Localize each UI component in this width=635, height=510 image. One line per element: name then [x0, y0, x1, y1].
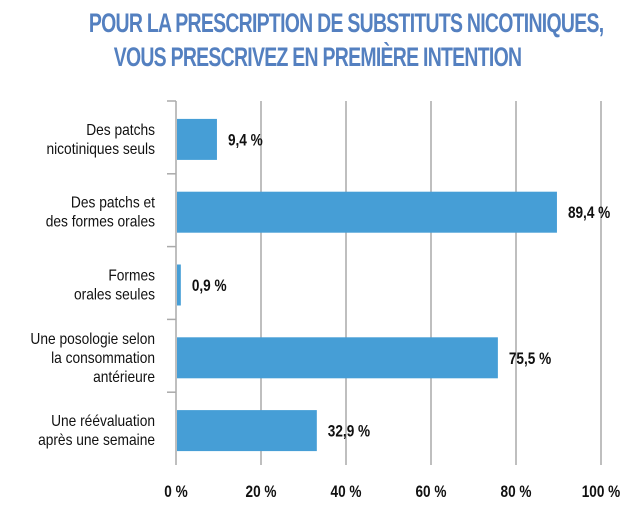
data-label: 32,9 %	[328, 422, 371, 441]
x-tick-label: 40 %	[331, 483, 362, 502]
category-label: Une réévaluation	[51, 412, 155, 430]
bar	[177, 337, 498, 379]
category-label: la consommation	[51, 349, 155, 367]
category-label: nicotiniques seuls	[46, 140, 155, 158]
category-label: orales seules	[74, 286, 155, 304]
chart-title: POUR LA PRESCRIPTION DE SUBSTITUTS NICOT…	[0, 6, 635, 74]
category-label: Formes	[108, 267, 155, 285]
category-label: antérieure	[93, 368, 155, 386]
bar	[177, 118, 217, 160]
data-label: 89,4 %	[568, 204, 611, 223]
bar	[177, 410, 317, 452]
x-tick-label: 100 %	[582, 483, 621, 502]
chart-title-line-2: VOUS PRESCRIVEZ EN PREMIÈRE INTENTION	[113, 42, 522, 72]
category-label: Une posologie selon	[30, 330, 155, 348]
data-label: 0,9 %	[192, 277, 227, 296]
x-tick-label: 80 %	[501, 483, 532, 502]
x-tick-label: 20 %	[246, 483, 277, 502]
category-label: Des patchs et	[71, 194, 156, 212]
x-tick-label: 60 %	[416, 483, 447, 502]
chart-title-line-1: POUR LA PRESCRIPTION DE SUBSTITUTS NICOT…	[88, 8, 604, 38]
x-tick-label: 0 %	[164, 483, 188, 502]
category-label: des formes orales	[46, 213, 155, 231]
category-label: Des patchs	[86, 121, 155, 139]
bar	[177, 264, 181, 306]
bar	[177, 191, 557, 233]
data-label: 9,4 %	[228, 131, 263, 150]
data-label: 75,5 %	[509, 349, 552, 368]
category-label: après une semaine	[38, 431, 155, 449]
